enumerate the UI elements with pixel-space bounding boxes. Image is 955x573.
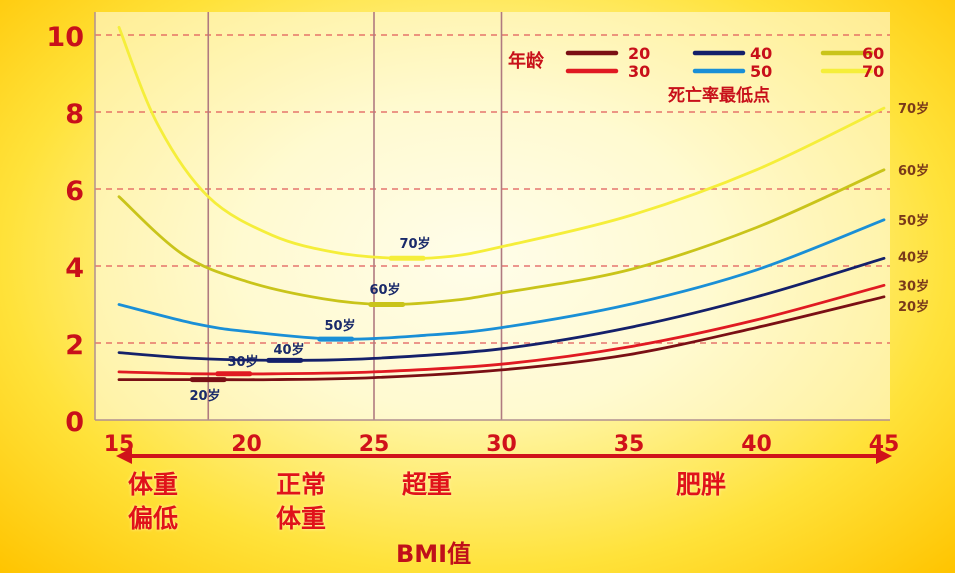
end-label-40: 40岁 (898, 249, 929, 265)
legend-label-30: 30 (628, 62, 650, 81)
legend-label-50: 50 (750, 62, 772, 81)
bmi-range-arrow-left-head (116, 448, 132, 464)
x-tick-label-40: 40 (741, 432, 772, 457)
end-label-30: 30岁 (898, 278, 929, 294)
series-line-50 (117, 218, 886, 341)
legend-label-20: 20 (628, 44, 650, 63)
end-label-50: 50岁 (898, 213, 929, 229)
legend-label-70: 70 (862, 62, 884, 81)
x-tick-label-20: 20 (231, 432, 262, 457)
zone-underweight-line1: 体重 (128, 470, 179, 499)
x-tick-label-25: 25 (359, 432, 390, 457)
zone-normal-line2: 体重 (276, 504, 327, 533)
x-axis-title: BMI值 (396, 540, 472, 568)
min-label-30: 30岁 (227, 354, 258, 370)
zone-label-overweight: 超重 (402, 468, 452, 502)
legend-note: 死亡率最低点 (668, 85, 770, 106)
bmi-range-arrow-right-head (876, 448, 892, 464)
y-tick-label-2: 2 (65, 330, 84, 361)
min-label-40: 40岁 (273, 342, 304, 358)
end-label-60: 60岁 (898, 163, 929, 179)
zone-label-normal: 正常 体重 (276, 468, 326, 536)
min-label-60: 60岁 (369, 282, 400, 298)
legend-label-40: 40 (750, 44, 772, 63)
series-line-60 (117, 168, 886, 306)
min-label-20: 20岁 (189, 388, 220, 404)
x-tick-label-30: 30 (486, 432, 517, 457)
y-tick-label-10: 10 (46, 22, 84, 53)
y-tick-label-0: 0 (65, 407, 84, 438)
zone-label-underweight: 体重 偏低 (128, 468, 178, 536)
x-tick-label-35: 35 (614, 432, 645, 457)
zone-obese-line1: 肥胖 (676, 470, 727, 499)
y-tick-label-6: 6 (65, 176, 84, 207)
zone-underweight-line2: 偏低 (128, 504, 179, 533)
min-label-50: 50岁 (324, 318, 355, 334)
end-label-70: 70岁 (898, 101, 929, 117)
zone-overweight-line1: 超重 (402, 470, 453, 499)
y-tick-label-4: 4 (65, 253, 84, 284)
y-tick-label-8: 8 (65, 99, 84, 130)
legend-title: 年龄 (508, 50, 545, 72)
zone-normal-line1: 正常 (276, 470, 327, 499)
end-label-20: 20岁 (898, 299, 929, 315)
series-line-40 (117, 256, 886, 362)
min-label-70: 70岁 (399, 236, 430, 252)
plot-area (95, 12, 890, 420)
zone-label-obese: 肥胖 (676, 468, 726, 502)
legend-label-60: 60 (862, 44, 884, 63)
